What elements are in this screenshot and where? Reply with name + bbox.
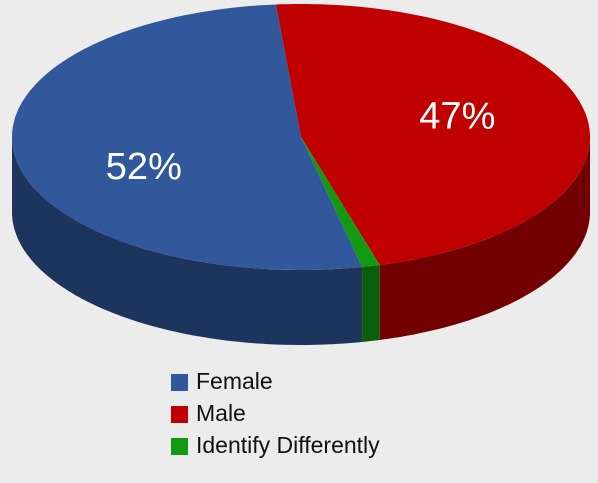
legend-swatch xyxy=(171,374,188,391)
pie-slice xyxy=(12,4,363,270)
pie-slice-side xyxy=(362,265,380,342)
pie-slice xyxy=(301,137,380,267)
pie-slice xyxy=(275,4,590,265)
legend-label: Identify Differently xyxy=(196,432,380,458)
legend-label: Female xyxy=(196,368,273,394)
data-label: 52% xyxy=(106,146,182,188)
pie-slice-side xyxy=(379,137,590,340)
data-label: 47% xyxy=(419,96,495,138)
pie-slice-side xyxy=(12,137,363,345)
legend-label: Male xyxy=(196,400,246,426)
legend-swatch xyxy=(171,438,188,455)
legend-swatch xyxy=(171,406,188,423)
